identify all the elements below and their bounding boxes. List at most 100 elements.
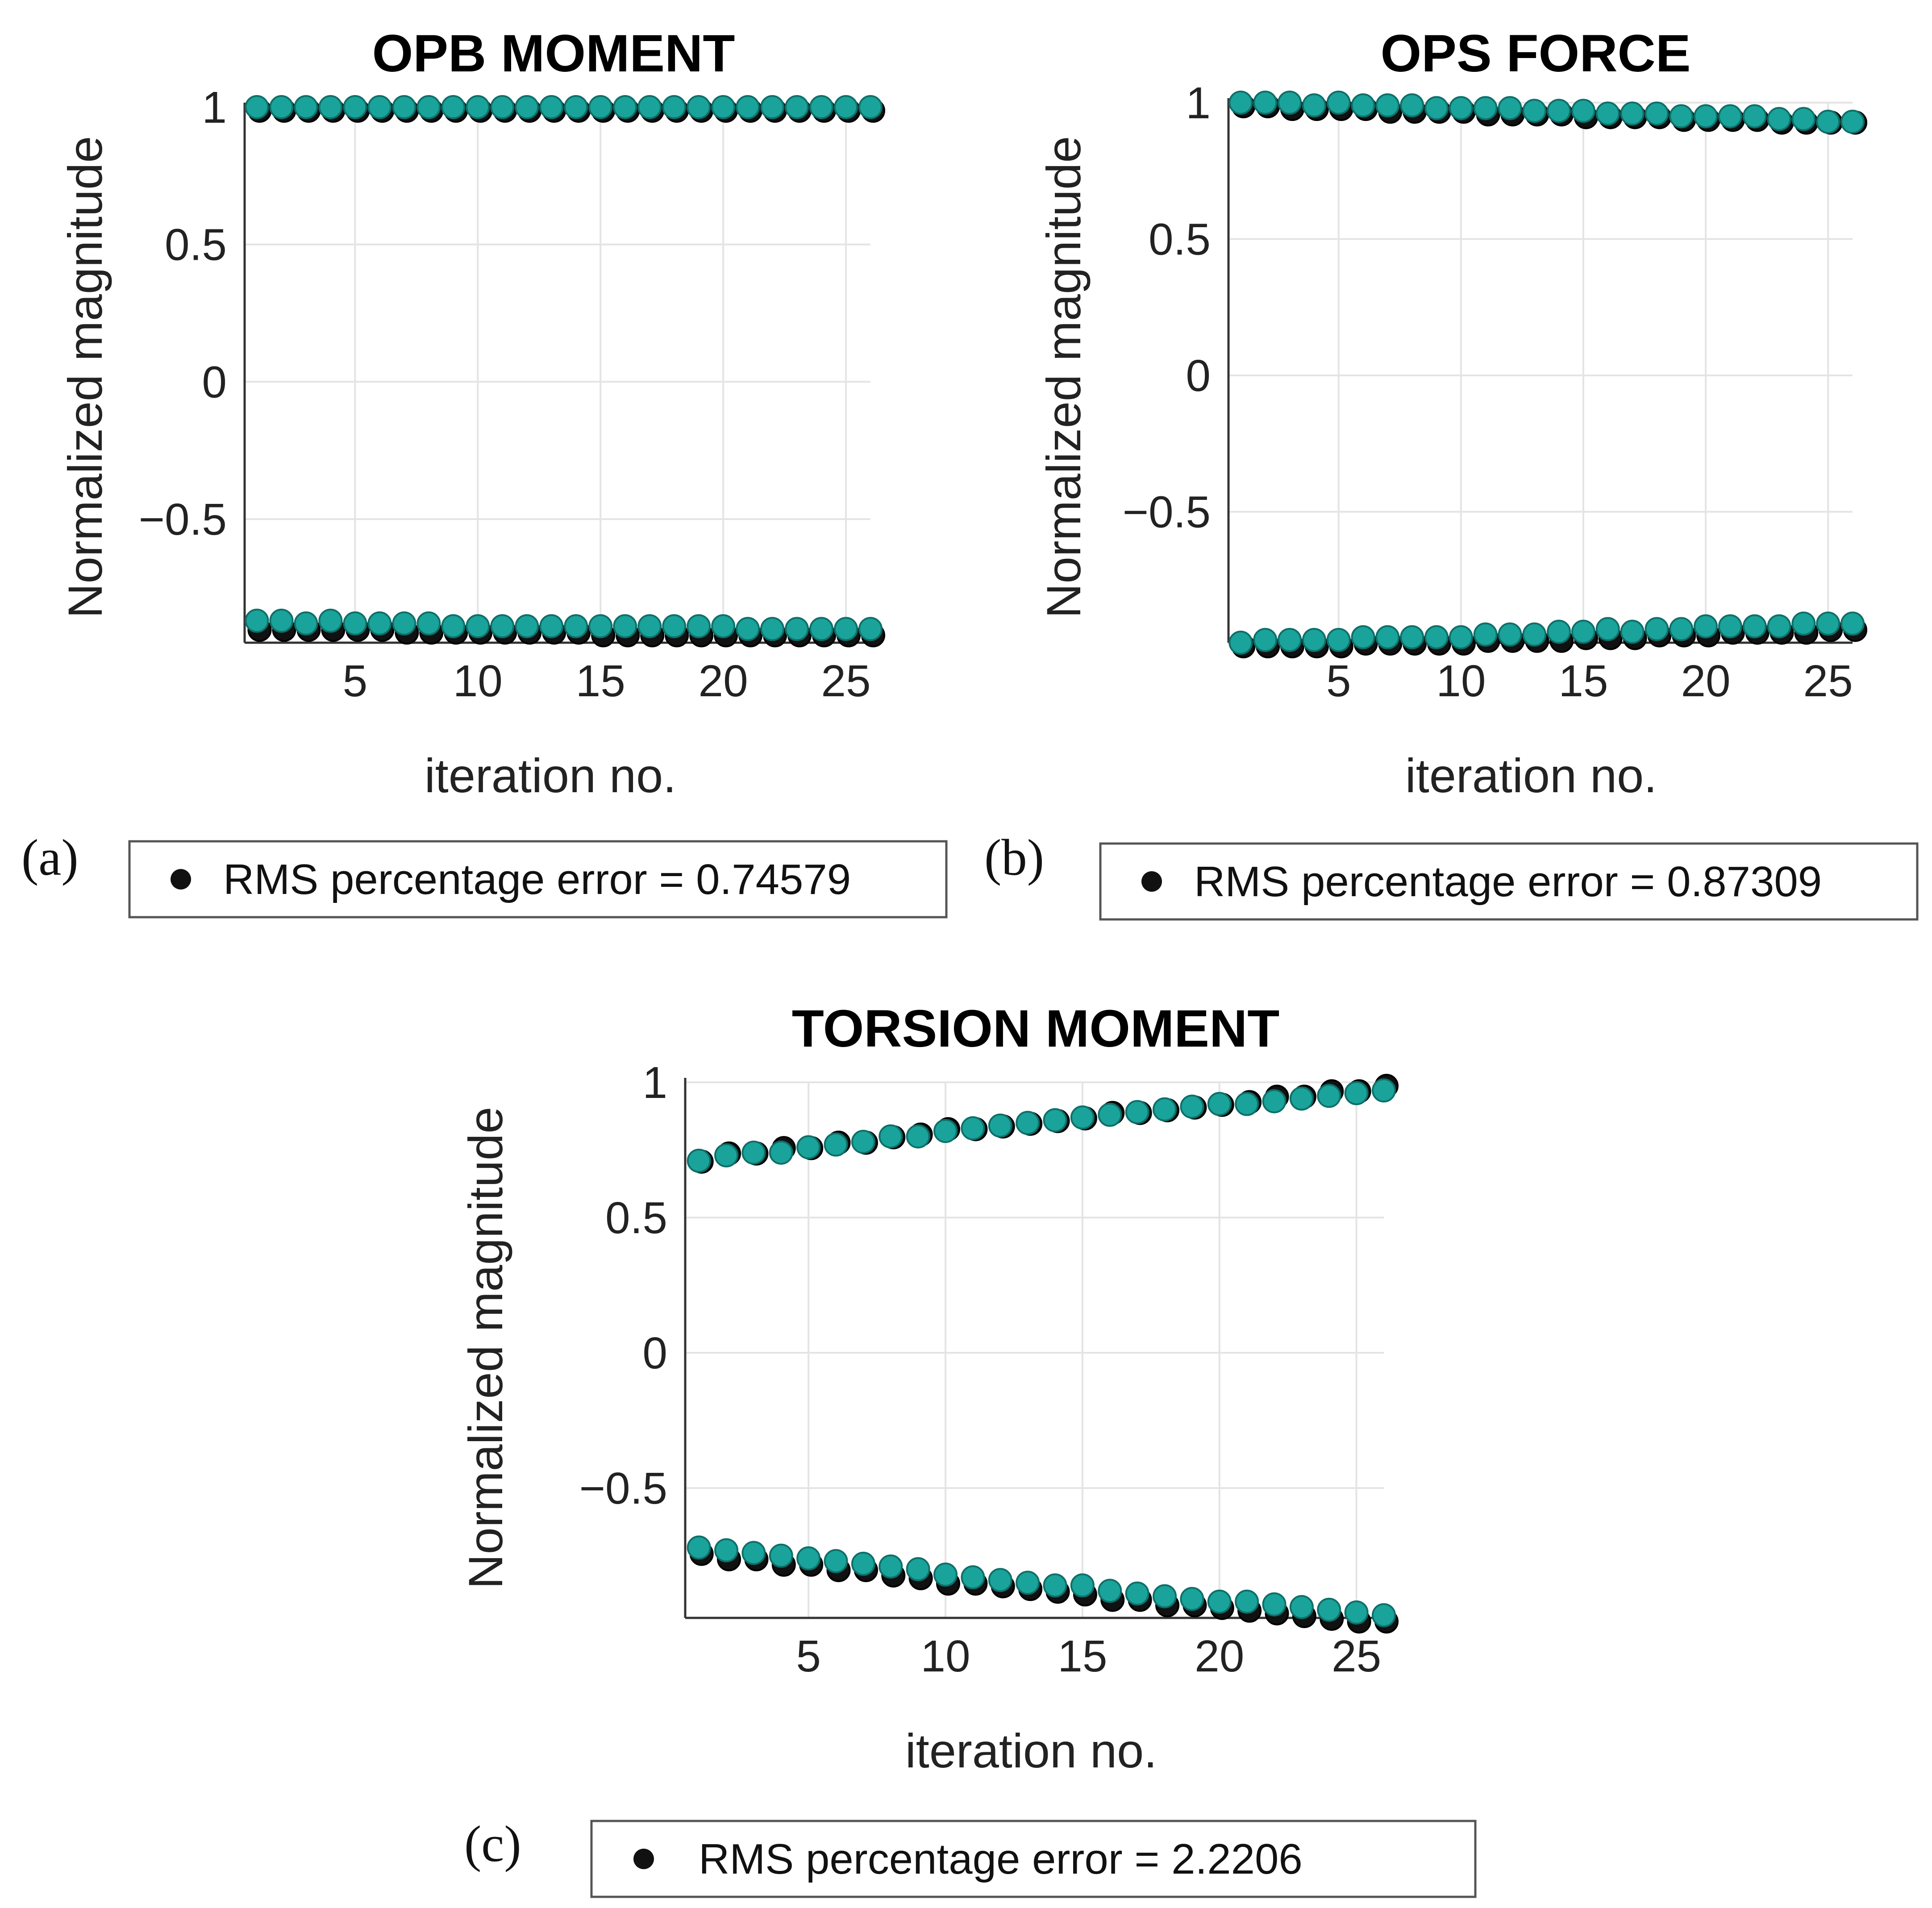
predicted-point	[858, 95, 883, 119]
x-tick-label: 25	[1332, 1631, 1381, 1681]
predicted-point	[1645, 101, 1669, 126]
legend-text: RMS percentage error = 0.87309	[1194, 858, 1822, 906]
predicted-point	[851, 1130, 875, 1154]
legend-marker	[1141, 871, 1162, 892]
predicted-point	[1153, 1584, 1177, 1609]
predicted-point	[1326, 628, 1351, 652]
predicted-point	[711, 614, 736, 639]
predicted-point	[1620, 619, 1645, 644]
x-tick-label: 15	[1058, 1631, 1107, 1681]
predicted-point	[1449, 96, 1473, 121]
predicted-point	[834, 95, 858, 119]
predicted-point	[824, 1549, 848, 1573]
predicted-point	[1278, 91, 1302, 115]
predicted-point	[879, 1554, 903, 1579]
predicted-point	[769, 1543, 793, 1568]
predicted-point	[367, 95, 392, 119]
x-tick-label: 5	[796, 1631, 821, 1681]
x-tick-label: 20	[699, 656, 748, 706]
predicted-point	[1228, 631, 1253, 655]
data-points	[687, 1074, 1399, 1634]
predicted-point	[318, 608, 343, 633]
predicted-point	[1375, 93, 1400, 118]
legend-marker	[633, 1849, 654, 1869]
predicted-point	[1449, 625, 1473, 649]
data-points	[1228, 91, 1867, 658]
chart-title: OPB MOMENT	[372, 24, 735, 83]
predicted-point	[441, 614, 466, 639]
predicted-point	[1180, 1587, 1204, 1611]
predicted-point	[1016, 1110, 1040, 1135]
predicted-point	[1498, 622, 1522, 647]
predicted-point	[1153, 1097, 1177, 1122]
y-tick-label: 0.5	[605, 1193, 667, 1243]
legend-box	[590, 1820, 1477, 1898]
x-tick-label: 5	[343, 656, 368, 706]
legend-marker	[171, 869, 191, 890]
predicted-point	[1522, 99, 1547, 123]
panel-label: (a)	[21, 829, 79, 886]
predicted-point	[1043, 1108, 1067, 1132]
predicted-point	[1791, 611, 1816, 636]
predicted-point	[515, 95, 539, 119]
predicted-point	[1375, 625, 1400, 649]
legend-text: RMS percentage error = 2.2206	[699, 1835, 1303, 1883]
y-tick-label: 1	[1186, 78, 1211, 128]
predicted-point	[1718, 104, 1742, 129]
predicted-point	[1669, 617, 1694, 641]
legend-text: RMS percentage error = 0.74579	[223, 856, 851, 903]
predicted-point	[1718, 614, 1742, 639]
predicted-point	[1816, 109, 1840, 134]
predicted-point	[588, 95, 613, 119]
chart-title: TORSION MOMENT	[792, 999, 1280, 1058]
predicted-point	[662, 614, 687, 639]
x-tick-label: 10	[920, 1631, 970, 1681]
chart-title: OPS FORCE	[1381, 24, 1691, 83]
predicted-point	[1302, 628, 1326, 652]
predicted-point	[245, 95, 269, 119]
legend: RMS percentage error = 0.87309	[1099, 842, 1919, 921]
predicted-point	[515, 614, 539, 639]
predicted-point	[1694, 614, 1718, 639]
predicted-point	[1302, 93, 1326, 118]
predicted-point	[1098, 1579, 1122, 1603]
predicted-point	[851, 1551, 875, 1576]
x-tick-labels: 5 10 15 20 25	[796, 1631, 1381, 1681]
predicted-point	[1289, 1086, 1314, 1111]
predicted-point	[809, 617, 834, 641]
predicted-point	[858, 617, 883, 641]
y-tick-label: −0.5	[1123, 487, 1211, 537]
predicted-point	[1767, 107, 1791, 131]
predicted-point	[637, 614, 662, 639]
predicted-point	[539, 614, 564, 639]
x-tick-labels: 5 10 15 20 25	[343, 656, 871, 706]
predicted-point	[1669, 104, 1694, 129]
predicted-point	[1262, 1592, 1287, 1617]
predicted-point	[714, 1538, 739, 1563]
predicted-point	[416, 95, 441, 119]
predicted-point	[1473, 622, 1498, 647]
predicted-point	[785, 617, 809, 641]
predicted-point	[1098, 1102, 1122, 1127]
legend-box	[1099, 842, 1919, 921]
y-tick-label: 0	[1186, 351, 1211, 401]
predicted-point	[613, 95, 637, 119]
predicted-point	[392, 95, 416, 119]
predicted-point	[662, 95, 687, 119]
predicted-point	[933, 1563, 958, 1587]
x-tick-label: 10	[1436, 656, 1486, 706]
x-tick-label: 15	[576, 656, 625, 706]
y-tick-label: 0.5	[165, 220, 227, 270]
predicted-point	[879, 1124, 903, 1149]
y-axis-label: Normalized magnitude	[1037, 136, 1091, 619]
predicted-point	[988, 1568, 1012, 1592]
predicted-point	[1016, 1571, 1040, 1595]
predicted-point	[588, 614, 613, 639]
predicted-point	[1400, 93, 1424, 118]
axes	[1227, 98, 1853, 644]
predicted-point	[466, 614, 490, 639]
legend-box	[128, 840, 948, 919]
predicted-point	[1351, 625, 1375, 649]
predicted-point	[466, 95, 490, 119]
